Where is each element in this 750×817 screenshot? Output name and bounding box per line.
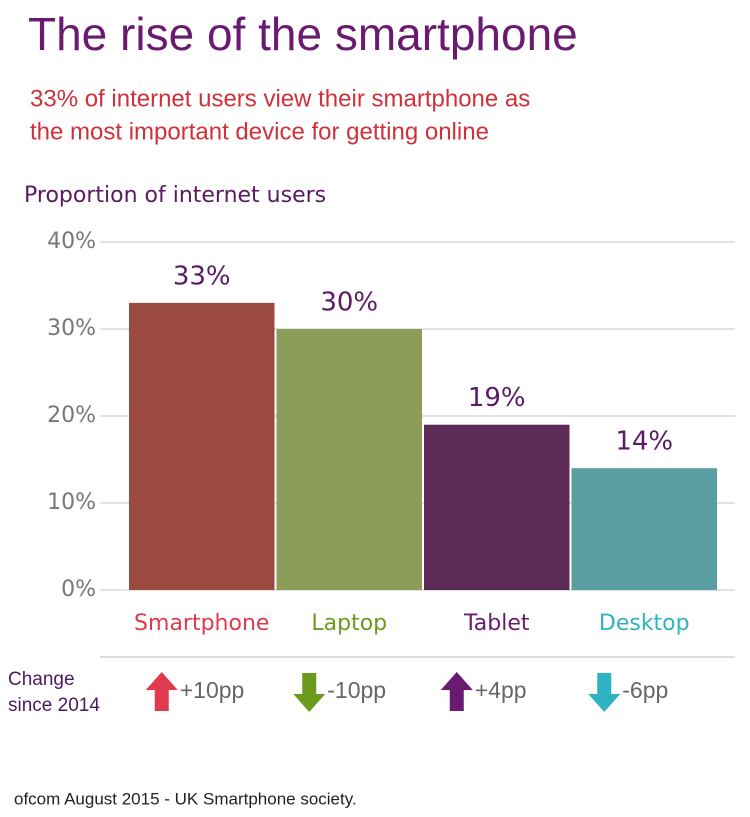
change-arrow <box>145 672 178 711</box>
y-axis-label: Proportion of internet users <box>24 183 326 208</box>
y-tick-label: 10% <box>47 490 96 515</box>
subtitle: the most important device for getting on… <box>30 118 489 145</box>
change-label: -6pp <box>622 677 668 703</box>
bar <box>424 424 570 590</box>
value-label: 33% <box>173 261 231 291</box>
y-tick-label: 30% <box>47 316 96 341</box>
x-tick-label: Smartphone <box>134 611 269 636</box>
change-label: +4pp <box>475 677 527 703</box>
change-arrow <box>440 672 473 711</box>
value-label: 30% <box>320 288 378 318</box>
change-arrow <box>588 673 621 712</box>
value-label: 19% <box>468 383 526 413</box>
change-label: +10pp <box>180 677 245 703</box>
bar <box>276 329 422 590</box>
x-tick-label: Desktop <box>599 611 690 636</box>
change-label: since 2014 <box>8 695 100 716</box>
y-tick-label: 40% <box>47 229 96 254</box>
y-tick-label: 0% <box>61 577 96 602</box>
y-tick-label: 20% <box>47 403 96 428</box>
chart-title: The rise of the smartphone <box>28 8 578 60</box>
value-label: 14% <box>615 427 673 457</box>
change-label: Change <box>8 669 75 690</box>
subtitle: 33% of internet users view their smartph… <box>30 85 530 112</box>
bar <box>571 468 717 590</box>
x-tick-label: Tablet <box>463 611 530 636</box>
change-arrow <box>293 673 326 712</box>
bar <box>129 302 275 590</box>
source: ofcom August 2015 - UK Smartphone societ… <box>14 789 357 808</box>
x-tick-label: Laptop <box>311 611 387 636</box>
change-label: -10pp <box>327 677 386 703</box>
